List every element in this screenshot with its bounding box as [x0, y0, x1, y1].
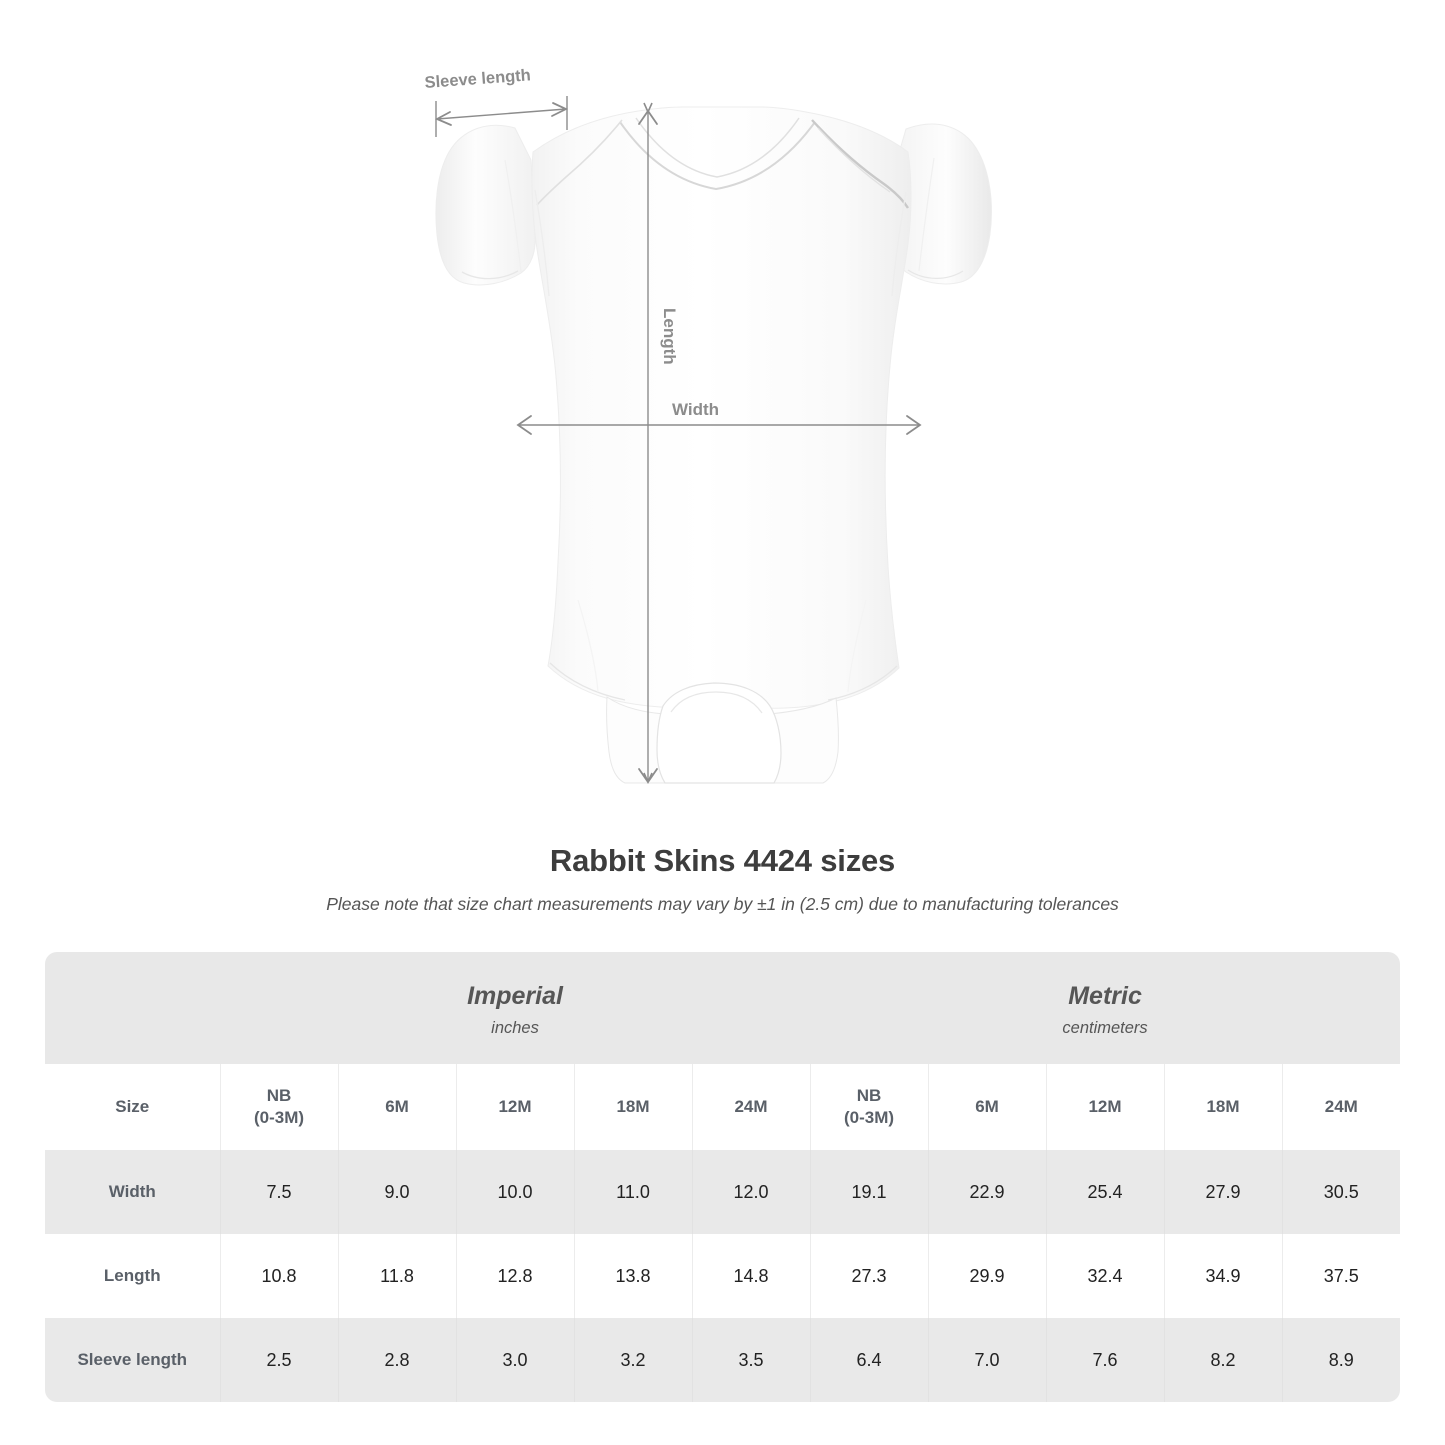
width-label: Width — [672, 400, 719, 419]
cell-width-6m-in: 9.0 — [337, 1150, 456, 1234]
bodysuit-shape — [435, 106, 992, 784]
size-header-label: Size — [45, 1064, 220, 1150]
size-header-row: Size NB (0-3M) 6M 12M 18M 24M NB (0-3M) — [45, 1064, 1401, 1150]
cell-length-18m-in: 13.8 — [573, 1234, 692, 1318]
cell-length-nb-in: 10.8 — [219, 1234, 338, 1318]
cell-width-24m-in: 12.0 — [691, 1150, 811, 1234]
cell-length-12m-in: 12.8 — [455, 1234, 574, 1318]
unit-group-row: Imperial inches Metric centimeters — [45, 952, 1401, 1064]
cell-sleeve-18m-in: 3.2 — [573, 1318, 692, 1402]
size-col-18m-metric: 18M — [1163, 1064, 1283, 1150]
cell-width-6m-cm: 22.9 — [927, 1150, 1047, 1234]
size-col-line2: (0-3M) — [253, 1108, 305, 1127]
unit-group-imperial-sub: inches — [491, 1019, 539, 1038]
size-chart-table-container: Imperial inches Metric centimeters Size … — [45, 952, 1401, 1402]
row-label-sleeve-length: Sleeve length — [45, 1318, 220, 1402]
title-block: Rabbit Skins 4424 sizes Please note that… — [0, 843, 1445, 915]
page-title: Rabbit Skins 4424 sizes — [549, 843, 896, 878]
tolerance-note: Please note that size chart measurements… — [326, 893, 1119, 914]
size-col-6m-metric: 6M — [927, 1064, 1047, 1150]
unit-group-metric: Metric centimeters — [810, 952, 1401, 1064]
cell-length-6m-in: 11.8 — [337, 1234, 456, 1318]
cell-width-18m-cm: 27.9 — [1163, 1150, 1283, 1234]
cell-width-12m-in: 10.0 — [455, 1150, 574, 1234]
unit-group-imperial: Imperial inches — [220, 952, 811, 1064]
size-col-line1: NB — [266, 1086, 292, 1106]
table-row: Length 10.8 11.8 12.8 13.8 14.8 27.3 29.… — [45, 1234, 1401, 1318]
row-label-width: Width — [45, 1150, 220, 1234]
sleeve-length-arrowheads — [434, 102, 569, 126]
length-label: Length — [660, 308, 679, 365]
size-col-12m-metric: 12M — [1045, 1064, 1165, 1150]
size-col-nb-metric: NB (0-3M) — [809, 1064, 929, 1150]
size-col-line1: NB — [856, 1086, 882, 1106]
cell-sleeve-6m-in: 2.8 — [337, 1318, 456, 1402]
size-col-24m-metric: 24M — [1281, 1064, 1401, 1150]
cell-length-18m-cm: 34.9 — [1163, 1234, 1283, 1318]
cell-length-12m-cm: 32.4 — [1045, 1234, 1165, 1318]
size-col-nb-imperial: NB (0-3M) — [219, 1064, 338, 1150]
cell-sleeve-12m-cm: 7.6 — [1045, 1318, 1165, 1402]
width-arrowheads — [516, 415, 922, 435]
cell-sleeve-18m-cm: 8.2 — [1163, 1318, 1283, 1402]
size-col-18m-imperial: 18M — [573, 1064, 692, 1150]
cell-width-24m-cm: 30.5 — [1281, 1150, 1401, 1234]
cell-width-nb-in: 7.5 — [219, 1150, 338, 1234]
cell-sleeve-nb-cm: 6.4 — [809, 1318, 929, 1402]
row-label-length: Length — [45, 1234, 220, 1318]
cell-sleeve-12m-in: 3.0 — [455, 1318, 574, 1402]
unit-group-metric-name: Metric — [1068, 981, 1142, 1010]
table-row: Width 7.5 9.0 10.0 11.0 12.0 19.1 22.9 2… — [45, 1150, 1401, 1234]
unit-group-imperial-name: Imperial — [467, 981, 563, 1010]
size-chart-table: Imperial inches Metric centimeters Size … — [45, 952, 1401, 1402]
cell-sleeve-24m-cm: 8.9 — [1281, 1318, 1401, 1402]
cell-sleeve-24m-in: 3.5 — [691, 1318, 811, 1402]
cell-length-24m-cm: 37.5 — [1281, 1234, 1401, 1318]
cell-length-24m-in: 14.8 — [691, 1234, 811, 1318]
cell-length-nb-cm: 27.3 — [809, 1234, 929, 1318]
sleeve-length-label: Sleeve length — [424, 66, 531, 92]
unit-group-metric-sub: centimeters — [1062, 1019, 1148, 1038]
cell-width-nb-cm: 19.1 — [809, 1150, 929, 1234]
unit-blank-cell — [45, 952, 220, 1064]
cell-sleeve-6m-cm: 7.0 — [927, 1318, 1047, 1402]
size-col-24m-imperial: 24M — [691, 1064, 811, 1150]
length-arrowheads — [638, 109, 658, 784]
cell-width-18m-in: 11.0 — [573, 1150, 692, 1234]
size-col-6m-imperial: 6M — [337, 1064, 456, 1150]
garment-illustration: Sleeve length Length Width — [424, 66, 992, 784]
table-row: Sleeve length 2.5 2.8 3.0 3.2 3.5 6.4 7.… — [45, 1318, 1401, 1402]
size-col-12m-imperial: 12M — [455, 1064, 574, 1150]
cell-length-6m-cm: 29.9 — [927, 1234, 1047, 1318]
cell-width-12m-cm: 25.4 — [1045, 1150, 1165, 1234]
size-col-line2: (0-3M) — [843, 1108, 895, 1127]
cell-sleeve-nb-in: 2.5 — [219, 1318, 338, 1402]
